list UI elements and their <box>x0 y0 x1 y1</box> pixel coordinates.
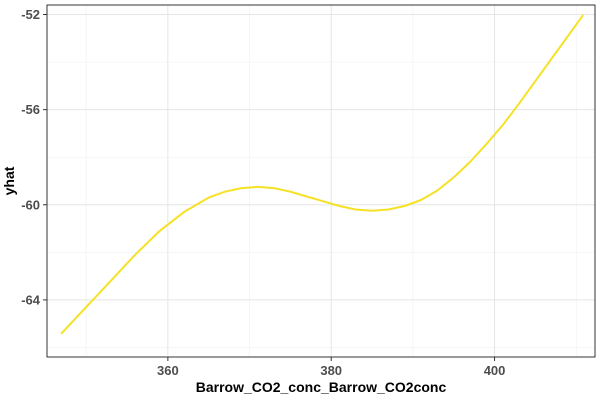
panel-border <box>46 4 596 358</box>
series-line <box>60 14 584 335</box>
x-tick-label: 360 <box>157 363 179 378</box>
y-axis-title: yhat <box>1 166 17 195</box>
y-tick-label: -56 <box>21 102 40 117</box>
minor-gridlines <box>47 5 595 357</box>
x-tick-label: 400 <box>484 363 506 378</box>
y-tick-label: -52 <box>21 7 40 22</box>
x-axis: 360 380 400 <box>157 357 505 378</box>
y-tick-label: -60 <box>21 197 40 212</box>
major-gridlines <box>47 5 595 357</box>
y-tick-label: -64 <box>21 292 41 307</box>
x-axis-title: Barrow_CO2_conc_Barrow_CO2conc <box>196 379 447 395</box>
x-tick-label: 380 <box>320 363 342 378</box>
y-axis: -64 -60 -56 -52 <box>21 7 47 307</box>
